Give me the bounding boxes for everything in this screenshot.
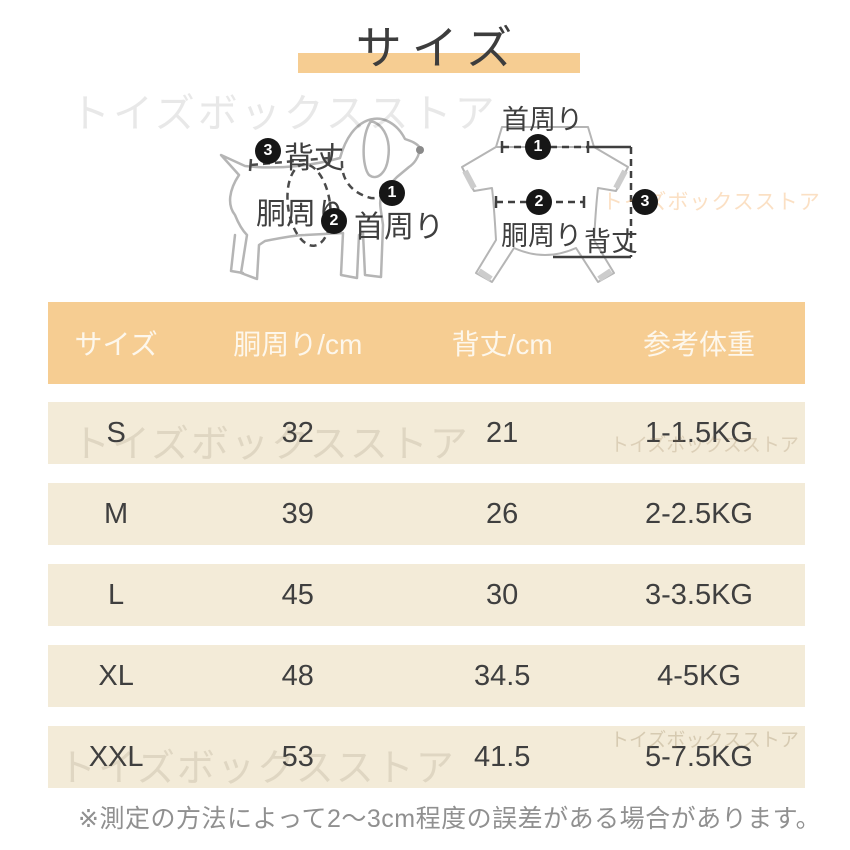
header-girth: 胴周り/cm (233, 329, 363, 360)
page-title: サイズ (355, 22, 523, 74)
dog-badge-girth: 2 (321, 208, 347, 234)
size-table: サイズ 胴周り/cm 背丈/cm 参考体重 S 32 21 1-1.5KG M … (48, 302, 805, 807)
header-size: サイズ (74, 329, 158, 360)
header-weight: 参考体重 (642, 329, 755, 360)
garment-diagram-illustration (461, 126, 633, 283)
cell-weight: 2-2.5KG (644, 497, 753, 530)
cell-back: 41.5 (473, 740, 531, 773)
cell-size: L (108, 578, 125, 611)
dog-girth-measure-ellipse (286, 163, 332, 247)
garment-body (461, 146, 629, 283)
garment-badge-girth: 2 (526, 189, 552, 215)
cell-back: 26 (486, 497, 519, 530)
garment-back-label: 背丈 (584, 227, 638, 257)
cell-size: S (106, 416, 126, 449)
dog-body-outline (219, 117, 423, 281)
garment-left-leg-cuff (477, 268, 493, 282)
dog-back-label: 背丈 (284, 142, 344, 175)
cell-size: M (104, 497, 129, 530)
cell-girth: 45 (281, 578, 314, 611)
cell-back: 21 (486, 416, 519, 449)
garment-girth-label: 胴周り (501, 221, 582, 251)
garment-badge-back: 3 (632, 189, 658, 215)
cell-size: XXL (88, 740, 144, 773)
table-row-xl: XL 48 34.5 4-5KG (48, 645, 805, 707)
header-back-length: 背丈/cm (451, 329, 553, 360)
cell-girth: 53 (281, 740, 314, 773)
table-row-l: L 45 30 3-3.5KG (48, 564, 805, 626)
table-row-s: S 32 21 1-1.5KG (48, 402, 805, 464)
cell-size: XL (98, 659, 134, 692)
cell-back: 34.5 (473, 659, 531, 692)
size-table-header-row: サイズ 胴周り/cm 背丈/cm 参考体重 (48, 302, 805, 384)
garment-right-leg-cuff (597, 268, 613, 282)
dog-badge-neck: 1 (379, 180, 405, 206)
table-row-xxl: XXL 53 41.5 5-7.5KG (48, 726, 805, 788)
garment-right-sleeve-cuff (613, 169, 628, 190)
cell-weight: 3-3.5KG (644, 578, 753, 611)
dog-back-measure-line (250, 156, 330, 167)
cell-weight: 4-5KG (657, 659, 741, 692)
dog-far-hind-leg (229, 233, 245, 275)
garment-badge-neck: 1 (525, 134, 551, 160)
cell-girth: 32 (281, 416, 314, 449)
measurement-disclaimer: ※測定の方法によって2〜3cm程度の誤差がある場合があります。 (78, 805, 822, 833)
cell-weight: 1-1.5KG (644, 416, 753, 449)
dog-neck-label: 首周り (354, 211, 444, 244)
cell-back: 30 (486, 578, 519, 611)
dog-diagram-illustration (219, 117, 424, 281)
dog-nose (416, 146, 424, 154)
cell-girth: 39 (281, 497, 314, 530)
cell-girth: 48 (281, 659, 314, 692)
garment-neck-label: 首周り (502, 105, 583, 135)
title-highlight-bar (298, 53, 580, 73)
dog-ear (362, 119, 390, 179)
dog-badge-back: 3 (255, 138, 281, 164)
cell-weight: 5-7.5KG (644, 740, 753, 773)
garment-left-sleeve-cuff (462, 169, 477, 190)
table-row-m: M 39 26 2-2.5KG (48, 483, 805, 545)
